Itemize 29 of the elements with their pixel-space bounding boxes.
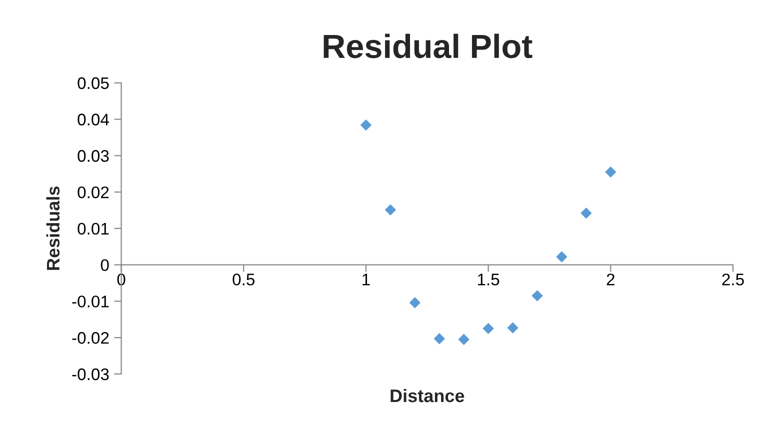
point (384, 204, 396, 216)
point (482, 323, 494, 334)
point (507, 322, 518, 334)
y-tick-label: 0.04 (78, 114, 109, 126)
chart-title: Residual Plot (324, 34, 532, 58)
point (580, 208, 592, 219)
y-tick-label: 0 (100, 259, 109, 272)
y-tick-label: -0.02 (72, 332, 109, 344)
point (434, 333, 445, 344)
point (556, 251, 568, 262)
x-axis-title: Distance (390, 388, 464, 402)
x-tick-label: 0.5 (232, 274, 255, 286)
x-tick-label: 2.5 (722, 274, 744, 286)
point (458, 334, 470, 345)
y-tick-label: 0.03 (78, 150, 109, 162)
point (360, 120, 372, 131)
x-tick-label: 2 (606, 274, 614, 286)
x-tick-label: 1.5 (478, 274, 500, 286)
x-tick-label: 0 (117, 274, 126, 286)
y-tick-label: -0.03 (72, 368, 109, 380)
y-tick-label: 0.02 (78, 186, 109, 198)
point (605, 166, 616, 178)
y-tick-label: 0.05 (78, 77, 109, 90)
point (532, 290, 543, 302)
point (409, 297, 420, 308)
x-tick-label: 1 (362, 274, 370, 286)
y-tick-label: -0.01 (72, 296, 109, 308)
y-axis-title: Residuals (46, 186, 60, 270)
y-tick-label: 0.01 (78, 222, 109, 235)
